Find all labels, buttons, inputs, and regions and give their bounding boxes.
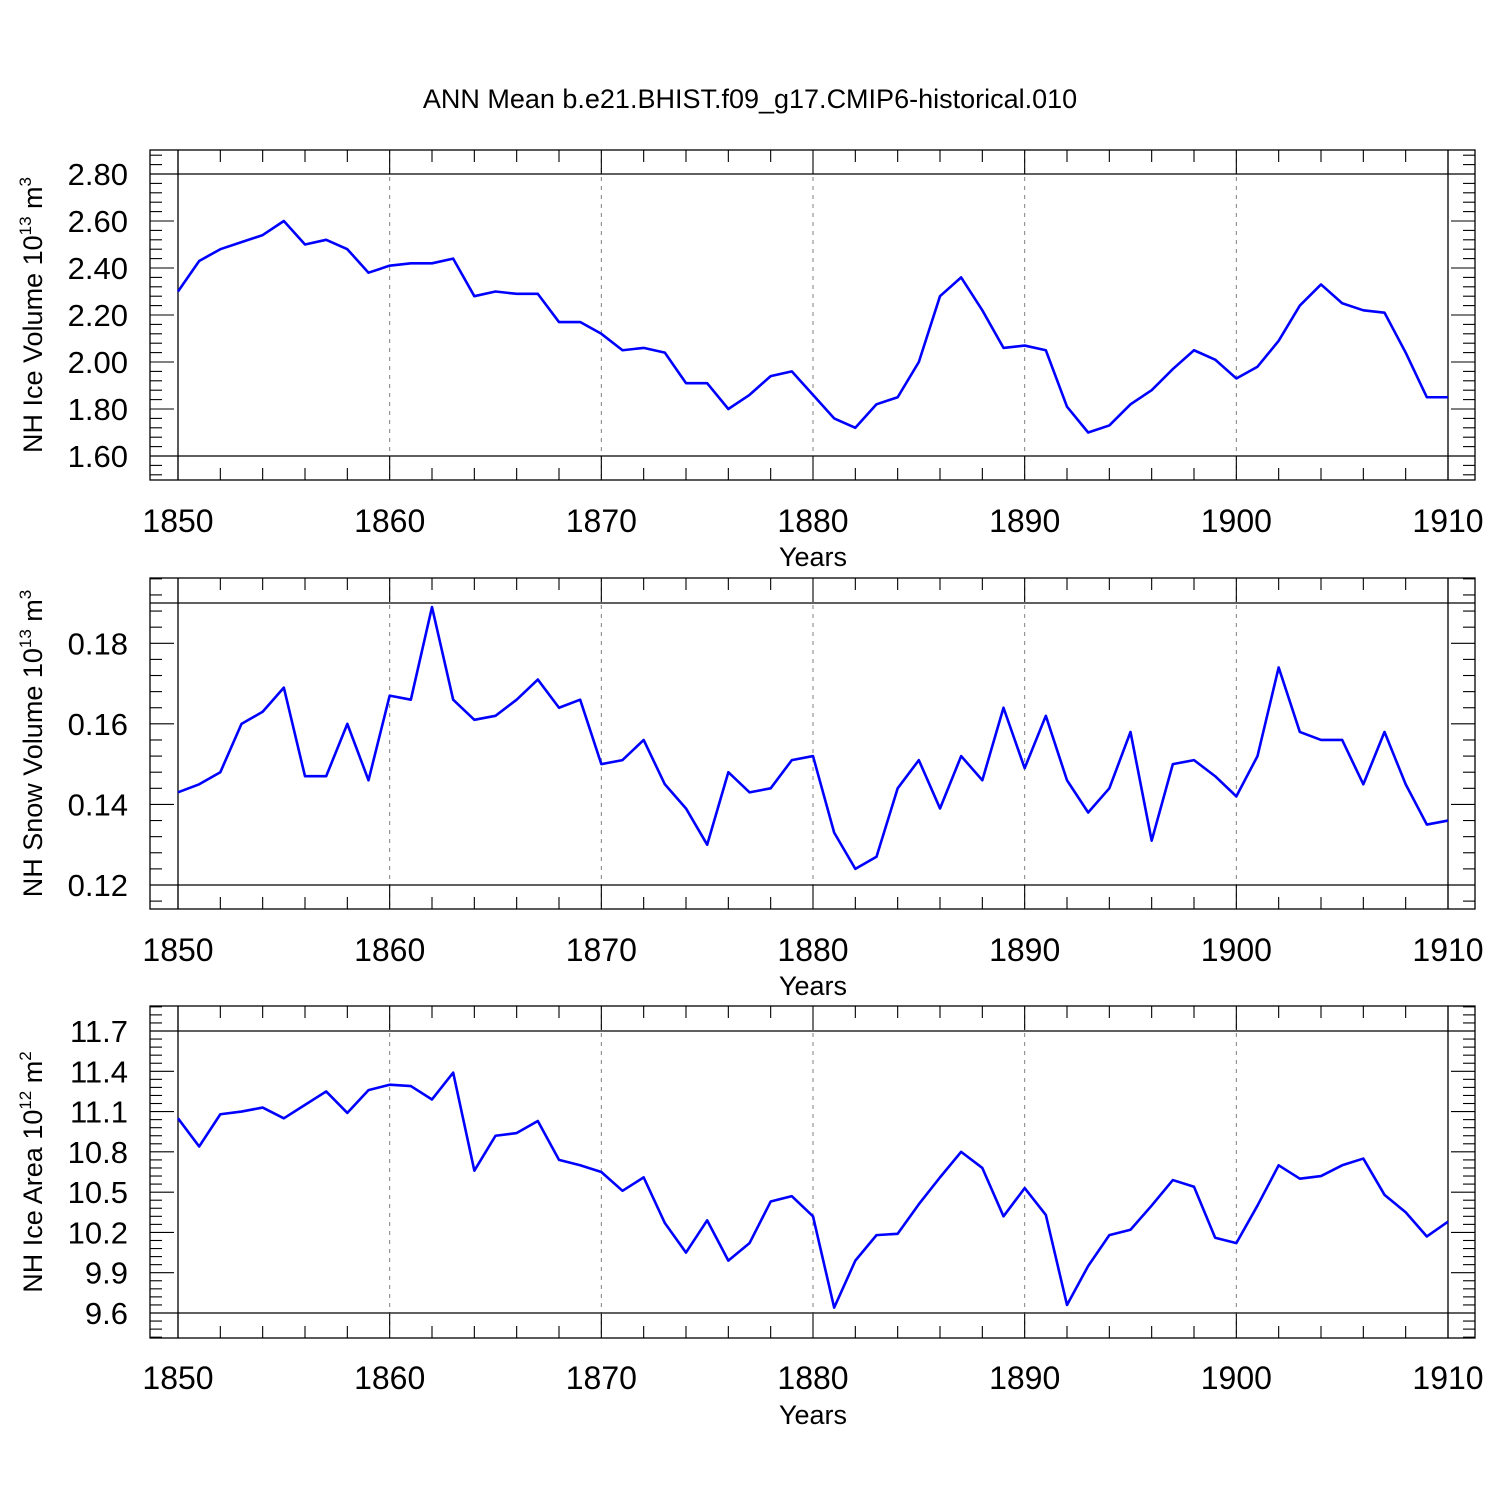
x-tick-label: 1900: [1201, 1360, 1272, 1396]
y-tick-label: 11.4: [70, 1054, 128, 1089]
x-tick-label: 1910: [1412, 932, 1483, 968]
y-tick-label: 0.12: [68, 868, 128, 903]
page-title: ANN Mean b.e21.BHIST.f09_g17.CMIP6-histo…: [422, 84, 1078, 114]
y-tick-label: 10.2: [68, 1215, 128, 1250]
x-axis-title: Years: [779, 542, 847, 572]
y-tick-label: 0.16: [68, 707, 128, 742]
x-tick-label: 1860: [354, 503, 425, 539]
y-tick-label: 1.60: [68, 439, 128, 474]
x-tick-label: 1900: [1201, 932, 1272, 968]
panel-1: 1.60 1.80 2.00 2.20 2.40 2.60 2.80 1850 1860 1870…: [16, 149, 1484, 572]
x-tick-label: 1890: [989, 932, 1060, 968]
y-axis-title: NH Ice Volume 1013 m3: [16, 177, 48, 453]
x-tick-label: 1870: [566, 503, 637, 539]
x-tick-label: 1850: [142, 932, 213, 968]
x-tick-label: 1880: [777, 1360, 848, 1396]
x-tick-label: 1880: [777, 503, 848, 539]
y-tick-label: 0.14: [68, 787, 128, 822]
x-tick-label: 1900: [1201, 503, 1272, 539]
panel-3: 9.6 9.9 10.2 10.5 10.8 11.1 11.4 11.7 1850 1860 18…: [16, 1005, 1484, 1430]
y-tick-label: 0.18: [68, 626, 128, 661]
x-tick-label: 1910: [1412, 503, 1483, 539]
y-tick-label: 2.40: [68, 251, 128, 286]
x-tick-label: 1850: [142, 503, 213, 539]
y-tick-label: 1.80: [68, 392, 128, 427]
x-axis-title: Years: [779, 971, 847, 1001]
y-tick-label: 9.6: [85, 1296, 128, 1331]
x-tick-label: 1860: [354, 1360, 425, 1396]
y-axis-title: NH Snow Volume 1013 m3: [16, 590, 48, 898]
x-tick-label: 1890: [989, 1360, 1060, 1396]
y-tick-label: 11.1: [70, 1095, 128, 1130]
y-tick-label: 2.80: [68, 157, 128, 192]
x-tick-label: 1890: [989, 503, 1060, 539]
x-axis-title: Years: [779, 1400, 847, 1430]
x-tick-label: 1860: [354, 932, 425, 968]
panel-2: 0.12 0.14 0.16 0.18 1850 1860 1870 1880 1890 1900…: [16, 577, 1484, 1001]
y-tick-label: 9.9: [85, 1256, 128, 1291]
series-line: [177, 605, 1449, 871]
y-tick-label: 2.20: [68, 298, 128, 333]
x-tick-label: 1870: [566, 932, 637, 968]
x-tick-label: 1870: [566, 1360, 637, 1396]
y-tick-label: 11.7: [70, 1014, 128, 1049]
y-axis-title: NH Ice Area 1012 m2: [16, 1051, 48, 1292]
x-tick-label: 1850: [142, 1360, 213, 1396]
y-tick-label: 2.00: [68, 345, 128, 380]
y-tick-label: 2.60: [68, 204, 128, 239]
y-tick-label: 10.5: [68, 1175, 128, 1210]
y-tick-label: 10.8: [68, 1135, 128, 1170]
x-tick-label: 1880: [777, 932, 848, 968]
x-tick-label: 1910: [1412, 1360, 1483, 1396]
